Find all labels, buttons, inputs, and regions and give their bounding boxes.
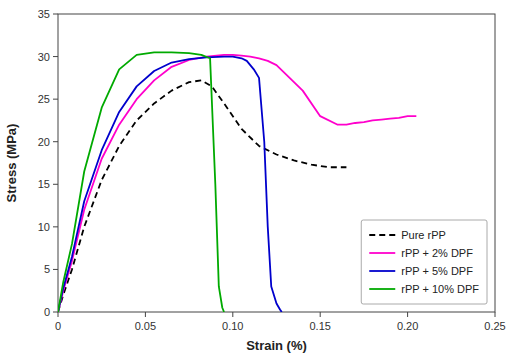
x-tick (58, 312, 59, 317)
y-tick (53, 184, 58, 185)
x-tick-label: 0.20 (397, 320, 418, 332)
y-tick-label: 10 (38, 221, 50, 233)
y-tick-label: 35 (38, 8, 50, 20)
x-tick (320, 312, 321, 317)
x-tick-label: 0.25 (484, 320, 505, 332)
y-axis-label: Stress (MPa) (4, 124, 19, 203)
y-tick-label: 25 (38, 93, 50, 105)
y-tick (53, 141, 58, 142)
y-tick-label: 15 (38, 178, 50, 190)
x-tick (407, 312, 408, 317)
x-tick-label: 0.15 (309, 320, 330, 332)
chart: 0 0.05 0.10 0.15 0.20 0.25 0 5 10 15 20 25 30 35 Strai… (0, 0, 509, 362)
y-tick (53, 226, 58, 227)
series-line (58, 57, 282, 312)
y-tick (53, 99, 58, 100)
x-tick (145, 312, 146, 317)
x-tick-label: 0.10 (222, 320, 243, 332)
legend-box (361, 220, 487, 304)
legend-swatch (369, 252, 395, 254)
x-tick-label: 0.05 (135, 320, 156, 332)
y-tick-label: 5 (44, 263, 50, 275)
legend-label: Pure rPP (401, 229, 446, 241)
legend: Pure rPP rPP + 2% DPF rPP + 5% DPF rPP + 10… (361, 220, 487, 304)
y-tick-label: 20 (38, 136, 50, 148)
x-tick (232, 312, 233, 317)
y-tick (53, 312, 58, 313)
legend-label: rPP + 5% DPF (401, 265, 473, 277)
y-tick (53, 269, 58, 270)
x-axis-label: Strain (%) (246, 338, 307, 353)
legend-label: rPP + 2% DPF (401, 247, 473, 259)
axes: 0 0.05 0.10 0.15 0.20 0.25 0 5 10 15 20 25 30 35 (38, 8, 506, 332)
y-tick-label: 0 (44, 306, 50, 318)
y-tick (53, 56, 58, 57)
plot-frame (58, 14, 495, 312)
y-tick (53, 14, 58, 15)
series-line (58, 80, 346, 312)
legend-swatch (369, 270, 395, 272)
legend-label: rPP + 10% DPF (401, 283, 479, 295)
y-tick-label: 30 (38, 51, 50, 63)
series-line (58, 52, 224, 312)
legend-swatch (369, 288, 395, 290)
legend-swatch (369, 234, 395, 236)
x-tick-label: 0 (55, 320, 61, 332)
x-tick (495, 312, 496, 317)
